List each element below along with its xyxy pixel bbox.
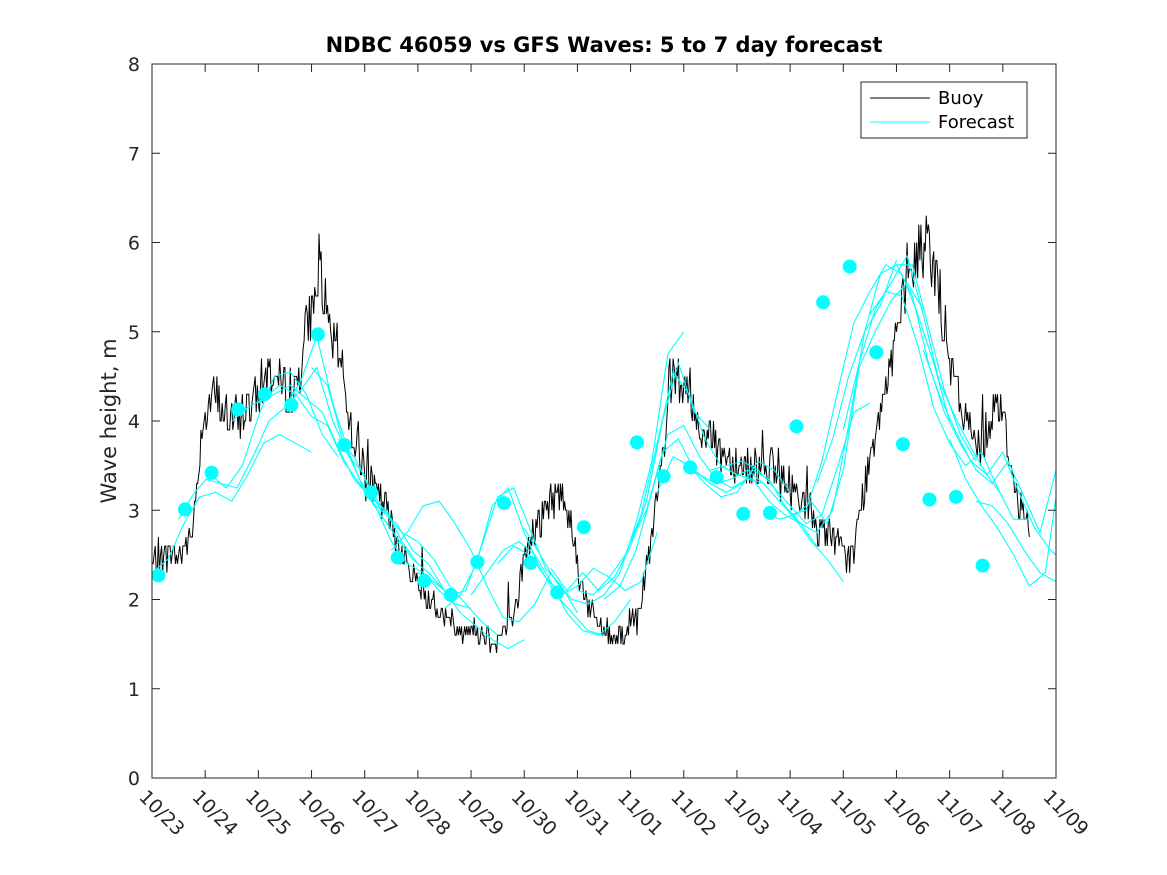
plot-background (152, 64, 1056, 778)
forecast-line-17 (603, 424, 764, 600)
forecast-marker-30 (975, 558, 990, 573)
forecast-marker-6 (310, 327, 325, 342)
forecast-series (151, 254, 1057, 650)
forecast-line-19 (656, 455, 818, 547)
x-tick-label-2: 10/25 (241, 786, 295, 840)
forecast-line-27 (869, 290, 1030, 520)
x-tick-label-0: 10/23 (134, 786, 188, 840)
x-tick-label-7: 10/30 (507, 786, 561, 840)
forecast-line-29 (922, 349, 1057, 556)
y-axis-label: Wave height, m (97, 338, 121, 503)
forecast-line-22 (736, 260, 898, 534)
y-tick-label-7: 7 (128, 143, 140, 165)
forecast-line-9 (390, 500, 552, 623)
forecast-line-31 (976, 500, 1057, 583)
x-tick-label-12: 11/04 (773, 786, 827, 840)
forecast-line-24 (789, 264, 951, 516)
x-tick-label-10: 11/02 (666, 786, 720, 840)
x-tick-label-6: 10/29 (454, 786, 508, 840)
forecast-line-15 (550, 361, 711, 592)
forecast-marker-10 (417, 573, 432, 588)
forecast-line-14 (523, 331, 685, 605)
forecast-line-1 (178, 371, 339, 520)
forecast-line-13 (497, 532, 658, 596)
forecast-marker-21 (736, 506, 751, 521)
forecast-marker-3 (231, 402, 246, 417)
y-tick-label-2: 2 (128, 590, 140, 612)
forecast-marker-13 (497, 496, 511, 511)
forecast-marker-7 (337, 438, 352, 453)
x-tick-label-1: 10/24 (188, 786, 242, 840)
forecast-line-20 (683, 469, 844, 582)
legend-box (860, 81, 1028, 139)
y-tick-label-1: 1 (128, 679, 140, 701)
buoy-series (152, 215, 1030, 654)
forecast-line-18 (630, 438, 791, 542)
x-tick-label-5: 10/28 (400, 786, 454, 840)
forecast-marker-12 (470, 555, 485, 569)
forecast-marker-1 (178, 502, 192, 517)
y-tick-label-8: 8 (128, 54, 140, 76)
chart-title: NDBC 46059 vs GFS Waves: 5 to 7 day fore… (326, 33, 883, 57)
forecast-marker-24 (816, 295, 831, 310)
forecast-marker-23 (789, 419, 804, 434)
forecast-marker-17 (630, 435, 644, 450)
forecast-marker-26 (869, 345, 884, 360)
forecast-line-21 (710, 402, 871, 525)
forecast-line-10 (417, 487, 578, 614)
x-tick-label-15: 11/07 (932, 786, 986, 840)
legend-buoy-label: Buoy (938, 88, 984, 109)
forecast-marker-11 (443, 588, 458, 602)
x-tick-label-3: 10/26 (294, 786, 348, 840)
x-tick-label-9: 11/01 (613, 786, 667, 840)
forecast-marker-5 (284, 397, 299, 412)
y-tick-label-4: 4 (128, 411, 140, 433)
forecast-line-0 (151, 433, 312, 574)
forecast-line-12 (470, 540, 632, 636)
forecast-marker-2 (204, 465, 219, 480)
legend-forecast-label: Forecast (938, 112, 1014, 133)
forecast-line-30 (949, 438, 1057, 587)
legend: Buoy Forecast (860, 81, 1028, 139)
forecast-marker-28 (922, 492, 937, 507)
x-tick-label-14: 11/06 (879, 786, 933, 840)
forecast-marker-8 (364, 485, 379, 500)
forecast-marker-9 (390, 550, 405, 565)
forecast-marker-19 (683, 460, 698, 475)
forecast-line-11 (444, 486, 605, 636)
x-tick-label-11: 11/03 (719, 786, 773, 840)
forecast-line-7 (337, 438, 498, 636)
y-axis-ticks: 0 1 2 3 4 5 6 7 8 (128, 54, 1056, 790)
forecast-marker-29 (949, 489, 963, 504)
forecast-marker-25 (842, 259, 857, 274)
x-tick-label-4: 10/27 (347, 786, 401, 840)
forecast-marker-27 (895, 437, 910, 452)
forecast-marker-14 (523, 555, 538, 570)
forecast-markers (151, 259, 990, 602)
x-tick-label-13: 11/05 (826, 786, 880, 840)
forecast-line-16 (577, 370, 738, 596)
x-tick-label-8: 10/31 (560, 786, 614, 840)
forecast-line-28 (896, 264, 1057, 535)
forecast-marker-20 (709, 470, 724, 485)
forecast-marker-22 (762, 505, 777, 520)
x-tick-label-17: 11/09 (1038, 786, 1092, 840)
forecast-marker-4 (257, 387, 272, 402)
y-tick-label-3: 3 (128, 500, 140, 522)
buoy-line (152, 215, 1030, 654)
forecast-marker-15 (550, 585, 565, 600)
y-tick-label-5: 5 (128, 322, 140, 344)
forecast-marker-18 (656, 469, 671, 484)
x-tick-label-16: 11/08 (985, 786, 1039, 840)
y-tick-label-6: 6 (128, 233, 140, 255)
forecast-marker-0 (151, 568, 166, 583)
y-tick-label-0: 0 (128, 768, 140, 790)
forecast-marker-16 (576, 520, 591, 535)
